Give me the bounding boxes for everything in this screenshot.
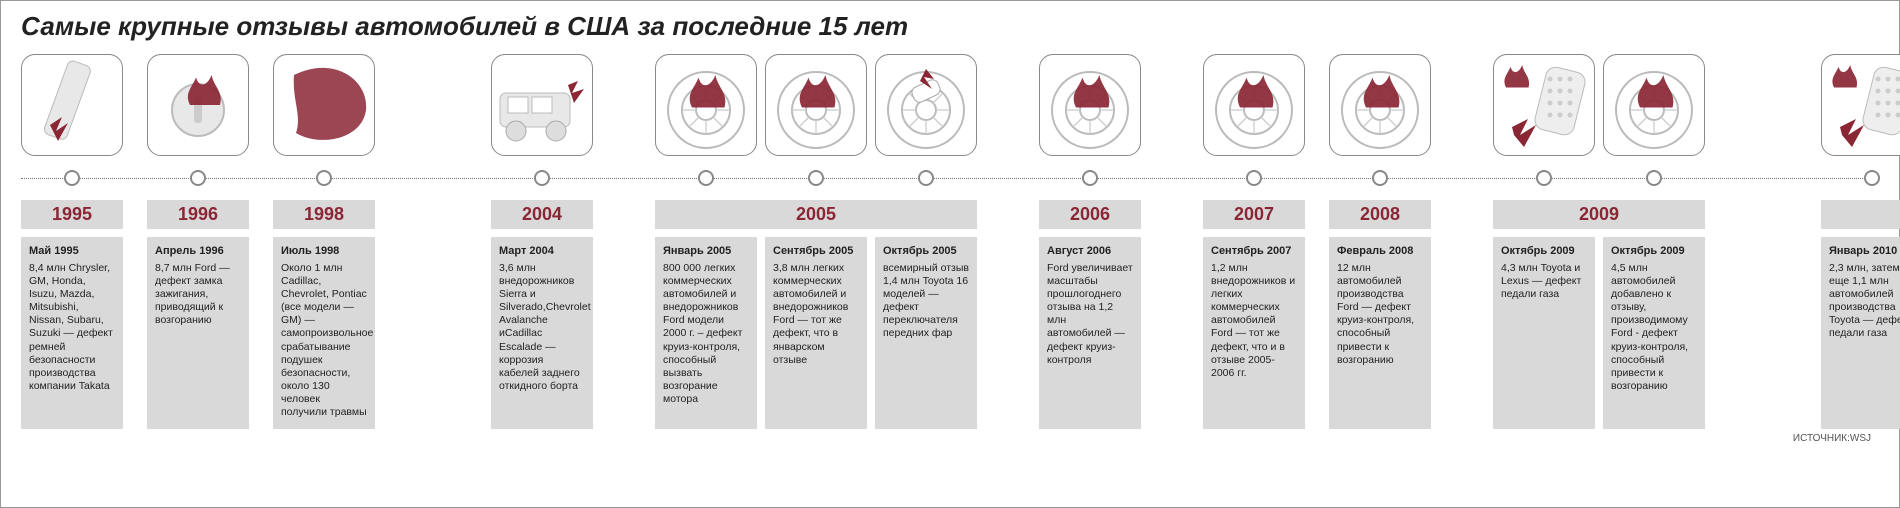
event-date: Октябрь 2005 bbox=[883, 245, 969, 259]
event-card: Октябрь 2009 4,5 млн автомобилей добавлен… bbox=[1603, 237, 1705, 429]
event-text: 2,3 млн, затем еще 1,1 млн автомобилей п… bbox=[1829, 262, 1900, 340]
event-date: Январь 2005 bbox=[663, 245, 749, 259]
event-text: 3,6 млн внедорожников Sierra и Silverado… bbox=[499, 262, 591, 392]
event-card: Февраль 2008 12 млн автомобилей производс… bbox=[1329, 237, 1431, 429]
timeline-marker bbox=[534, 170, 550, 186]
year-label: 1996 bbox=[147, 200, 249, 229]
timeline-marker bbox=[190, 170, 206, 186]
timeline-marker bbox=[698, 170, 714, 186]
pedal-icon bbox=[1821, 54, 1900, 156]
timeline-marker bbox=[1082, 170, 1098, 186]
seatbelt-icon bbox=[21, 54, 123, 156]
event-text: 800 000 легких коммерческих автомобилей … bbox=[663, 262, 742, 405]
source-label: ИСТОЧНИК:WSJ bbox=[21, 433, 1879, 444]
event-card: Март 2004 3,6 млн внедорожников Sierra и … bbox=[491, 237, 593, 429]
year-label: 2010 bbox=[1821, 200, 1900, 229]
event-date: Сентябрь 2005 bbox=[773, 245, 859, 259]
event-text: 8,4 млн Chrysler, GM, Honda, Isuzu, Mazd… bbox=[29, 262, 113, 392]
timeline-marker bbox=[918, 170, 934, 186]
event-text: 1,2 млн внедорожников и легких коммерчес… bbox=[1211, 262, 1295, 379]
tire-flame-icon bbox=[1603, 54, 1705, 156]
event-text: 4,3 млн Toyota и Lexus — дефект педали г… bbox=[1501, 262, 1581, 300]
event-date: Сентябрь 2007 bbox=[1211, 245, 1297, 259]
event-date: Август 2006 bbox=[1047, 245, 1133, 259]
page-title: Самые крупные отзывы автомобилей в США з… bbox=[21, 11, 1879, 42]
tire-flame-icon bbox=[1329, 54, 1431, 156]
year-label: 2006 bbox=[1039, 200, 1141, 229]
suv-icon bbox=[491, 54, 593, 156]
years-row: 1995199619982004200520062007200820092010 bbox=[21, 200, 1879, 229]
year-label: 2007 bbox=[1203, 200, 1305, 229]
event-text: всемирный отзыв 1,4 млн Toyota 16 моделе… bbox=[883, 262, 969, 340]
event-card: Апрель 1996 8,7 млн Ford — дефект замка з… bbox=[147, 237, 249, 429]
event-date: Май 1995 bbox=[29, 245, 115, 259]
event-text: Ford увеличивает масштабы прошлогоднего … bbox=[1047, 262, 1133, 366]
icons-row bbox=[21, 54, 1879, 156]
timeline-marker bbox=[808, 170, 824, 186]
year-label: 1998 bbox=[273, 200, 375, 229]
tire-flame-icon bbox=[1039, 54, 1141, 156]
timeline-marker bbox=[64, 170, 80, 186]
timeline-marker bbox=[1372, 170, 1388, 186]
tire-flame-icon bbox=[655, 54, 757, 156]
ignition-icon bbox=[147, 54, 249, 156]
event-text: 4,5 млн автомобилей добавлено к отзыву, … bbox=[1611, 262, 1688, 392]
event-card: Октябрь 2009 4,3 млн Toyota и Lexus — деф… bbox=[1493, 237, 1595, 429]
event-card: Январь 2005 800 000 легких коммерческих а… bbox=[655, 237, 757, 429]
year-label: 2008 bbox=[1329, 200, 1431, 229]
year-label: 2004 bbox=[491, 200, 593, 229]
event-date: Январь 2010 bbox=[1829, 245, 1900, 259]
switch-icon bbox=[875, 54, 977, 156]
tire-flame-icon bbox=[1203, 54, 1305, 156]
event-date: Октябрь 2009 bbox=[1611, 245, 1697, 259]
event-card: Сентябрь 2007 1,2 млн внедорожников и лег… bbox=[1203, 237, 1305, 429]
timeline-marker bbox=[316, 170, 332, 186]
pedal-icon bbox=[1493, 54, 1595, 156]
event-card: Сентябрь 2005 3,8 млн легких коммерческих… bbox=[765, 237, 867, 429]
event-text: 8,7 млн Ford — дефект замка зажигания, п… bbox=[155, 262, 230, 327]
event-card: Июль 1998 Около 1 млн Cadillac, Chevrolet… bbox=[273, 237, 375, 429]
timeline-marker bbox=[1536, 170, 1552, 186]
event-date: Апрель 1996 bbox=[155, 245, 241, 259]
timeline-marker bbox=[1646, 170, 1662, 186]
event-card: Октябрь 2005 всемирный отзыв 1,4 млн Toyo… bbox=[875, 237, 977, 429]
event-date: Март 2004 bbox=[499, 245, 585, 259]
timeline-marker bbox=[1246, 170, 1262, 186]
event-card: Май 1995 8,4 млн Chrysler, GM, Honda, Isu… bbox=[21, 237, 123, 429]
event-date: Февраль 2008 bbox=[1337, 245, 1423, 259]
timeline bbox=[21, 162, 1879, 196]
event-date: Октябрь 2009 bbox=[1501, 245, 1587, 259]
event-text: 12 млн автомобилей производства Ford — д… bbox=[1337, 262, 1414, 366]
event-text: 3,8 млн легких коммерческих автомобилей … bbox=[773, 262, 848, 366]
tire-flame-icon bbox=[765, 54, 867, 156]
timeline-marker bbox=[1864, 170, 1880, 186]
event-date: Июль 1998 bbox=[281, 245, 367, 259]
event-card: Январь 2010 2,3 млн, затем еще 1,1 млн ав… bbox=[1821, 237, 1900, 429]
airbag-icon bbox=[273, 54, 375, 156]
year-label: 1995 bbox=[21, 200, 123, 229]
event-text: Около 1 млн Cadillac, Chevrolet, Pontiac… bbox=[281, 262, 373, 418]
event-card: Август 2006 Ford увеличивает масштабы про… bbox=[1039, 237, 1141, 429]
year-label: 2005 bbox=[655, 200, 977, 229]
descriptions-row: Май 1995 8,4 млн Chrysler, GM, Honda, Isu… bbox=[21, 237, 1879, 429]
year-label: 2009 bbox=[1493, 200, 1705, 229]
